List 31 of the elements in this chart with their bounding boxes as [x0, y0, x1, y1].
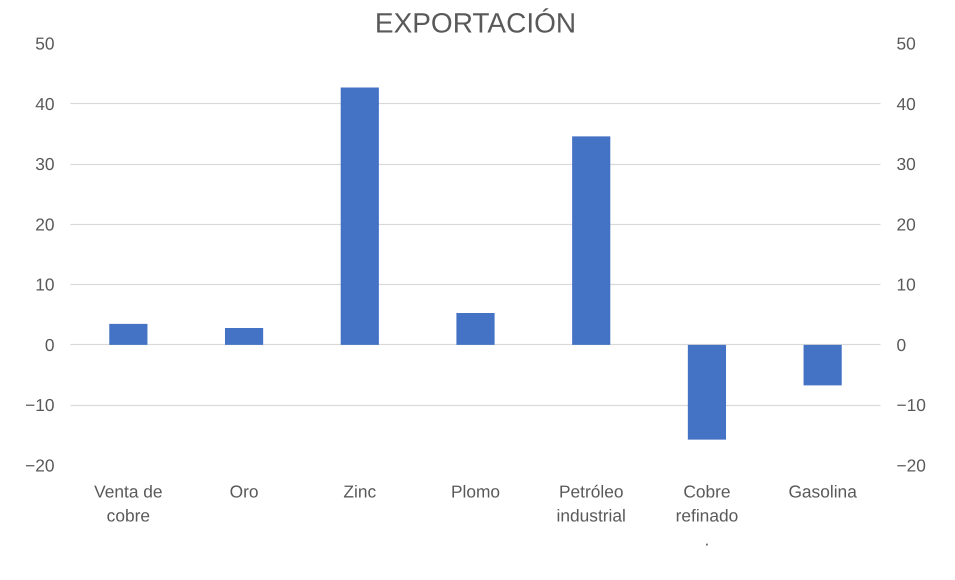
bar	[109, 324, 148, 345]
y2-tick-label: 50	[896, 34, 916, 54]
y-tick-label: −10	[25, 395, 55, 416]
y2-tick-label: 40	[896, 94, 916, 114]
x-tick-label: Venta de cobre	[94, 482, 163, 526]
y-tick-label: −20	[25, 456, 55, 476]
y2-tick-label: −20	[896, 456, 926, 476]
y2-tick-label: −10	[896, 395, 926, 416]
y2-tick-label: 30	[896, 154, 916, 174]
bar	[804, 344, 842, 386]
y-tick-label: 30	[35, 154, 55, 174]
y-tick-label: 40	[35, 94, 55, 114]
x-tick-label: Petróleo industrial	[556, 482, 626, 526]
y-tick-label: 0	[44, 334, 55, 355]
y2-tick-label: 20	[896, 214, 916, 234]
chart-title: EXPORTACIÓN	[374, 8, 576, 38]
y-tick-label: 20	[35, 214, 55, 234]
y2-tick-label: 10	[896, 274, 916, 295]
x-tick-label: Gasolina	[788, 482, 858, 502]
x-tick-label: Cobre refinado .	[676, 482, 738, 550]
bar	[456, 312, 495, 345]
x-tick-label: Plomo	[450, 482, 500, 502]
bar	[340, 88, 379, 345]
x-tick-label: Oro	[230, 482, 259, 502]
x-tick-label: Zinc	[343, 482, 376, 502]
y-tick-label: 50	[35, 34, 55, 54]
bar	[224, 328, 264, 345]
y-tick-label: 10	[35, 274, 55, 295]
bar	[688, 344, 726, 440]
bar	[572, 136, 610, 345]
y2-tick-label: 0	[896, 334, 906, 355]
